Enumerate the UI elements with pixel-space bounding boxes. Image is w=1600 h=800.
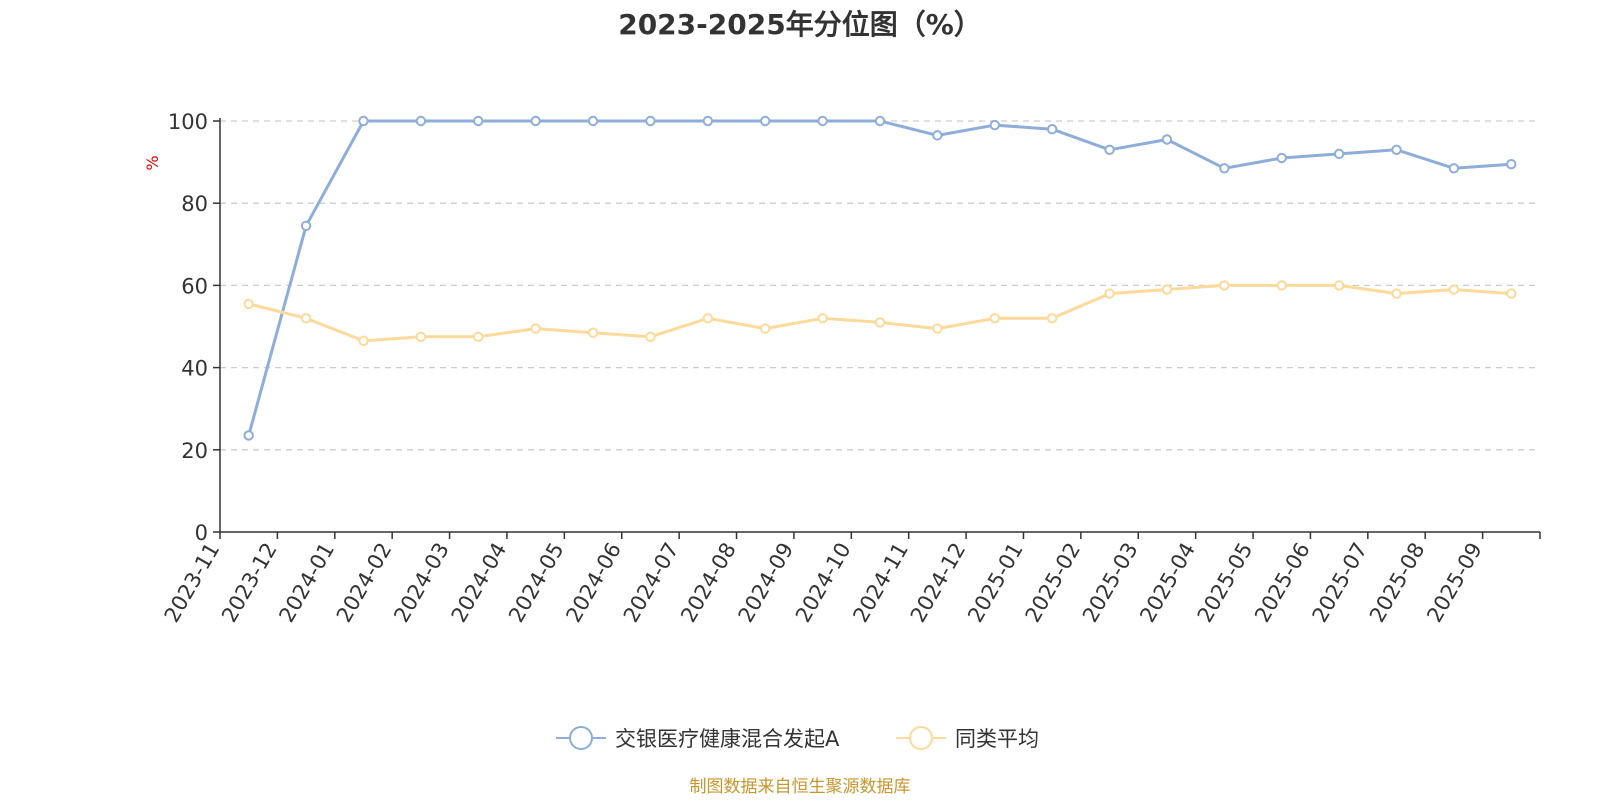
x-tick-label: 2025-08 (1365, 539, 1430, 627)
data-point[interactable] (415, 331, 427, 342)
x-tick-label: 2025-06 (1250, 539, 1315, 627)
data-point[interactable] (645, 115, 656, 127)
data-point[interactable] (1391, 288, 1402, 299)
x-tick-label: 2025-09 (1422, 539, 1487, 627)
data-point[interactable] (989, 119, 1000, 131)
data-point[interactable] (760, 115, 771, 127)
data-point[interactable] (1104, 288, 1115, 299)
data-point[interactable] (817, 115, 828, 127)
x-tick-label: 2024-05 (504, 539, 569, 627)
legend-item[interactable]: 交银医疗健康混合发起A (556, 726, 840, 751)
data-point[interactable] (415, 115, 427, 127)
data-point[interactable] (1219, 280, 1230, 291)
data-point[interactable] (587, 115, 599, 127)
legend-marker (569, 726, 593, 750)
series-layer (243, 115, 1517, 441)
x-tick-label: 2024-09 (734, 539, 799, 627)
x-tick-label: 2025-05 (1193, 539, 1258, 627)
x-tick-label: 2024-11 (848, 539, 913, 627)
data-point[interactable] (1448, 284, 1460, 295)
x-tick-label: 2024-04 (447, 539, 512, 627)
series-line (247, 119, 1512, 436)
y-axis-label: % (143, 155, 162, 170)
data-point[interactable] (300, 220, 312, 232)
x-tick-label: 2025-07 (1307, 539, 1372, 627)
data-point[interactable] (702, 313, 714, 324)
data-point[interactable] (989, 313, 1000, 324)
x-tick-label: 2024-10 (791, 539, 856, 627)
data-point[interactable] (874, 317, 886, 328)
data-point[interactable] (587, 327, 599, 338)
x-tick-label: 2024-06 (561, 539, 626, 627)
chart-title: 2023-2025年分位图（%） (618, 8, 982, 41)
legend-label: 交银医疗健康混合发起A (615, 727, 840, 751)
x-tick-label: 2023-12 (217, 539, 282, 627)
x-tick-label: 2023-11 (160, 539, 225, 627)
data-point[interactable] (1333, 148, 1345, 160)
x-tick-label: 2025-01 (963, 539, 1028, 627)
x-tick-label: 2025-03 (1078, 539, 1143, 627)
y-tick-label: 40 (181, 357, 208, 381)
x-tick-label: 2024-02 (332, 539, 397, 627)
series-line (248, 283, 1512, 343)
data-point[interactable] (874, 115, 886, 127)
data-point[interactable] (760, 323, 771, 334)
legend-label: 同类平均 (955, 727, 1039, 751)
data-point[interactable] (932, 323, 943, 334)
data-point[interactable] (817, 313, 828, 324)
x-tick-label: 2025-02 (1021, 539, 1086, 627)
data-point[interactable] (358, 115, 369, 127)
data-point[interactable] (1161, 134, 1173, 145)
x-tick-label: 2024-03 (389, 539, 454, 627)
series-1 (243, 280, 1517, 347)
legend-item[interactable]: 同类平均 (896, 726, 1039, 751)
data-point[interactable] (1276, 152, 1287, 164)
x-tick-label: 2024-12 (906, 538, 971, 626)
legend[interactable]: 交银医疗健康混合发起A 同类平均 (556, 726, 1039, 751)
y-tick-label: 20 (181, 439, 208, 463)
data-point[interactable] (1104, 144, 1115, 155)
x-tick-label: 2024-01 (274, 539, 339, 627)
data-point[interactable] (530, 323, 541, 334)
data-point[interactable] (645, 331, 656, 342)
y-tick-label: 100 (168, 110, 208, 134)
data-point[interactable] (1506, 158, 1517, 170)
data-point[interactable] (932, 130, 943, 141)
data-point[interactable] (1391, 144, 1402, 155)
data-point[interactable] (1333, 280, 1345, 291)
data-point[interactable] (1046, 313, 1058, 324)
x-tick-label: 2024-07 (619, 539, 684, 627)
data-point[interactable] (1161, 284, 1173, 295)
y-tick-label: 80 (181, 192, 208, 216)
data-point[interactable] (473, 331, 484, 342)
source-text: 制图数据来自恒生聚源数据库 (690, 777, 911, 797)
data-point[interactable] (1046, 124, 1058, 135)
data-point[interactable] (358, 335, 369, 347)
y-tick-label: 60 (181, 274, 208, 298)
series-0 (243, 115, 1517, 441)
data-point[interactable] (473, 115, 484, 127)
data-point[interactable] (530, 115, 541, 127)
data-point[interactable] (1448, 163, 1460, 174)
data-point[interactable] (1506, 288, 1517, 299)
x-tick-label: 2025-04 (1135, 539, 1200, 627)
data-point[interactable] (1276, 280, 1287, 291)
data-point[interactable] (243, 430, 254, 441)
data-point[interactable] (1219, 163, 1230, 174)
x-tick-label: 2024-08 (676, 539, 741, 627)
data-point[interactable] (702, 115, 714, 127)
data-point[interactable] (243, 298, 254, 310)
y-tick-label: 0 (195, 521, 208, 545)
legend-marker (909, 726, 933, 750)
data-point[interactable] (300, 313, 312, 324)
